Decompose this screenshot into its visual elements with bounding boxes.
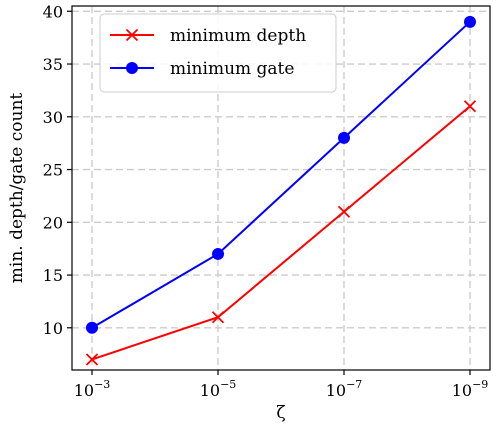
- x-tick-label: 10−9: [452, 378, 489, 400]
- y-tick-label: 30: [43, 108, 63, 127]
- y-tick-label: 35: [43, 55, 63, 74]
- x-axis-label: ζ: [276, 403, 285, 423]
- data-point: [337, 205, 351, 218]
- y-tick-label: 40: [43, 2, 63, 21]
- y-axis-label: min. depth/gate count: [7, 93, 27, 284]
- data-point: [463, 100, 477, 113]
- series-layer: [85, 15, 477, 366]
- series-line: [91, 105, 471, 361]
- legend-swatch-marker: [126, 62, 138, 74]
- x-tick-exponent: −7: [346, 378, 362, 391]
- x-tick-exponent: −3: [94, 378, 110, 391]
- x-tick-base: 10: [452, 381, 472, 400]
- legend: minimum depth minimum gate: [99, 13, 337, 93]
- x-tick-base: 10: [200, 381, 220, 400]
- x-tick-label: 10−5: [200, 378, 237, 400]
- legend-label: minimum depth: [170, 26, 306, 46]
- legend-entry: minimum gate: [110, 59, 294, 79]
- y-tick-label: 15: [43, 266, 63, 285]
- data-point: [212, 247, 224, 260]
- x-tick-base: 10: [74, 381, 94, 400]
- x-tick-label: 10−7: [326, 378, 363, 400]
- data-point: [86, 321, 98, 334]
- x-tick-base: 10: [326, 381, 346, 400]
- legend-label: minimum gate: [170, 59, 294, 79]
- x-tick-exponent: −5: [220, 378, 236, 391]
- x-tick-exponent: −9: [472, 378, 488, 391]
- series-1: [86, 15, 476, 334]
- series-line: [91, 21, 471, 329]
- y-tick-label: 20: [43, 213, 63, 232]
- data-point: [85, 353, 99, 366]
- legend-swatch-marker: [125, 28, 139, 42]
- x-tick-label: 10−3: [74, 378, 111, 400]
- y-tick-label: 10: [43, 319, 63, 338]
- series-0: [85, 100, 477, 366]
- data-point: [211, 311, 225, 324]
- plot-frame: [71, 5, 491, 371]
- y-tick-label: 25: [43, 161, 63, 180]
- legend-entry: minimum depth: [110, 26, 306, 46]
- data-point: [464, 15, 476, 28]
- data-point: [338, 131, 350, 144]
- legend-box: [99, 13, 337, 93]
